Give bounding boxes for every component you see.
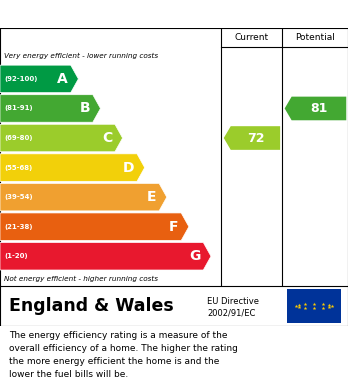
Text: A: A xyxy=(57,72,68,86)
Text: Not energy efficient - higher running costs: Not energy efficient - higher running co… xyxy=(4,276,158,282)
Text: (1-20): (1-20) xyxy=(4,253,28,259)
Polygon shape xyxy=(0,213,189,240)
Text: F: F xyxy=(169,220,179,234)
Polygon shape xyxy=(0,124,122,152)
Text: England & Wales: England & Wales xyxy=(9,297,173,315)
Text: G: G xyxy=(189,249,200,263)
Text: B: B xyxy=(79,101,90,115)
Text: EU Directive: EU Directive xyxy=(207,297,259,306)
Polygon shape xyxy=(0,242,211,270)
Polygon shape xyxy=(285,97,346,120)
Polygon shape xyxy=(0,183,167,211)
Text: E: E xyxy=(147,190,156,204)
Polygon shape xyxy=(224,126,280,150)
Text: (81-91): (81-91) xyxy=(4,106,33,111)
Bar xyxy=(287,289,341,323)
Text: The energy efficiency rating is a measure of the
overall efficiency of a home. T: The energy efficiency rating is a measur… xyxy=(9,331,238,379)
Text: (39-54): (39-54) xyxy=(4,194,33,200)
Text: (55-68): (55-68) xyxy=(4,165,32,170)
Polygon shape xyxy=(0,95,101,122)
Text: Energy Efficiency Rating: Energy Efficiency Rating xyxy=(9,7,211,22)
Text: Current: Current xyxy=(234,33,269,42)
Text: Potential: Potential xyxy=(295,33,335,42)
Text: Very energy efficient - lower running costs: Very energy efficient - lower running co… xyxy=(4,53,158,59)
Polygon shape xyxy=(0,154,145,181)
Text: (92-100): (92-100) xyxy=(4,76,38,82)
Text: 81: 81 xyxy=(310,102,327,115)
Text: (69-80): (69-80) xyxy=(4,135,33,141)
Polygon shape xyxy=(0,65,78,93)
Text: 2002/91/EC: 2002/91/EC xyxy=(207,309,255,318)
Text: D: D xyxy=(123,161,134,174)
Text: C: C xyxy=(102,131,112,145)
Text: 72: 72 xyxy=(247,131,264,145)
Text: (21-38): (21-38) xyxy=(4,224,33,230)
